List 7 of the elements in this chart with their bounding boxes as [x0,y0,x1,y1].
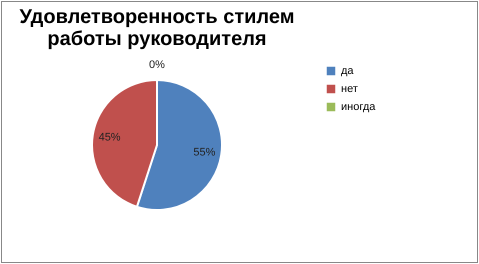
text: 0% [149,59,165,71]
data-label: 45% [98,131,121,144]
data-label: 55% [193,146,216,159]
chart-title: Удовлетворенность стилем работы руководителя [20,6,294,50]
legend-label: нет [341,83,358,95]
legend-label: иногда [341,101,376,113]
legend-label: да [341,65,354,77]
